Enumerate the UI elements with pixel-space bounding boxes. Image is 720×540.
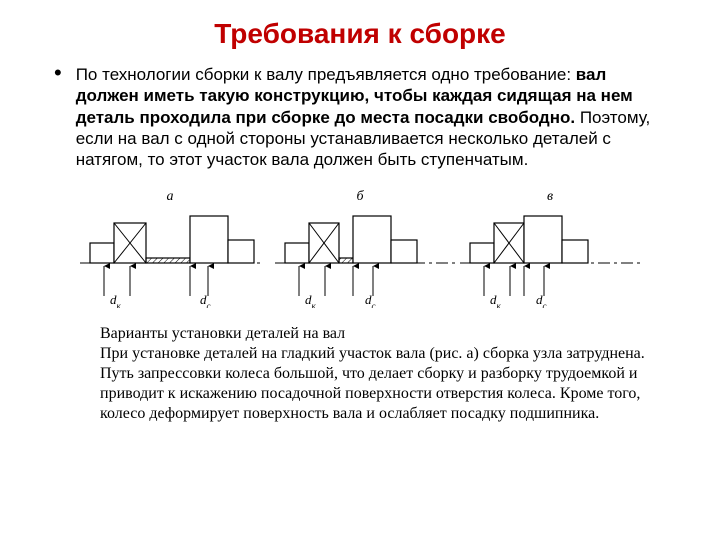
svg-text:dс: dс: [536, 292, 547, 308]
svg-text:а: а: [167, 189, 174, 204]
body-text: По технологии сборки к валу предъявляетс…: [76, 64, 666, 170]
bullet-row: • По технологии сборки к валу предъявляе…: [54, 64, 680, 170]
bullet-glyph: •: [54, 62, 62, 84]
page-title: Требования к сборке: [40, 18, 680, 50]
svg-text:dс: dс: [200, 292, 211, 308]
svg-text:в: в: [547, 189, 553, 204]
svg-text:б: б: [356, 189, 364, 204]
svg-text:dк: dк: [110, 292, 122, 308]
body-lead: По технологии сборки к валу предъявляетс…: [76, 65, 576, 84]
caption-text: Варианты установки деталей на валПри уст…: [100, 324, 680, 424]
svg-text:dк: dк: [305, 292, 317, 308]
svg-text:dк: dк: [490, 292, 502, 308]
assembly-diagram: dк dс а dк dс б dк dс в: [80, 188, 640, 308]
svg-text:dс: dс: [365, 292, 376, 308]
